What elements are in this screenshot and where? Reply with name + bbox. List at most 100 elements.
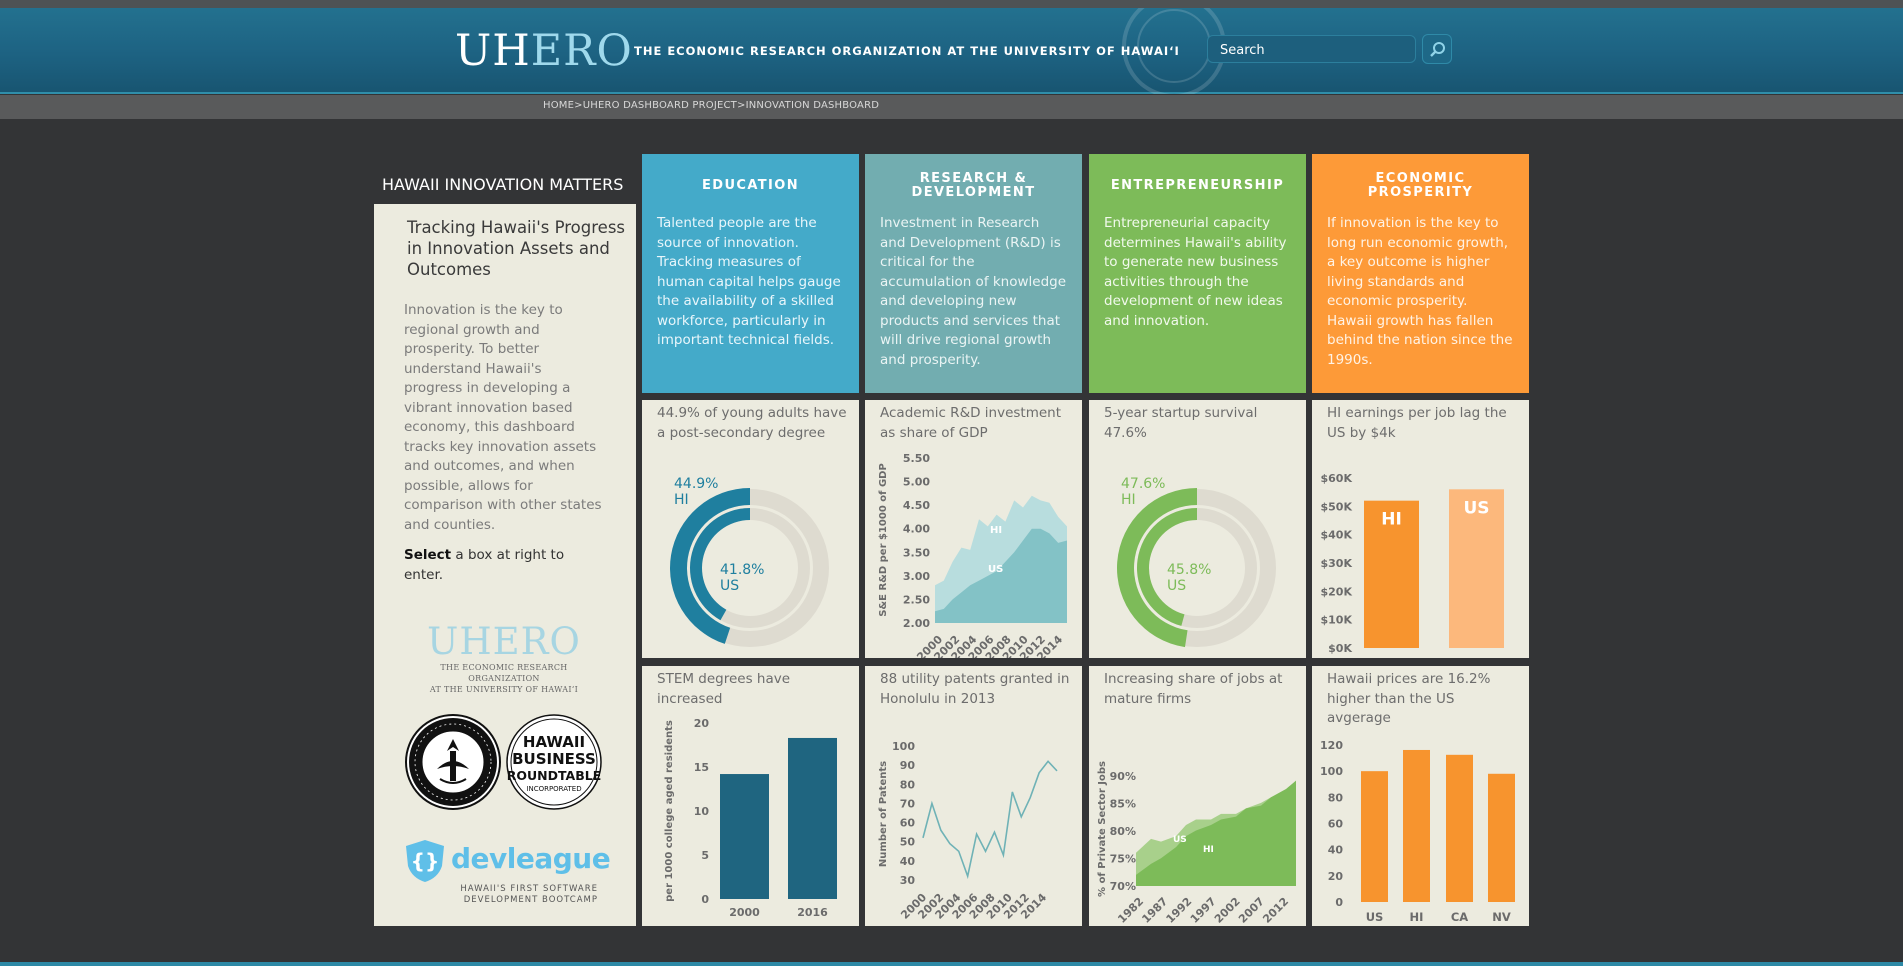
category-description: Talented people are the source of innova… [657,215,841,348]
category-research-development[interactable]: RESEARCH & DEVELOPMENT Investment in Rese… [865,154,1082,393]
x-tick-label: 2002 [1212,895,1243,926]
category-title-line2: PROSPERITY [1367,185,1474,200]
tile-patents[interactable]: 30 40 50 60 70 80 90 100 2000 2002 2004 2006 2008 201… [865,666,1082,926]
bar-us [1449,489,1504,648]
us-value-label: 41.8% [720,562,764,578]
patents-line-chart: 3040506070809010020002002200420062008201… [878,740,1058,922]
top-edge [0,0,1903,8]
startup-donut-chart: 47.6%HI 45.8%US [1117,476,1276,648]
y-tick-label: $20K [1321,585,1353,598]
search-input[interactable]: Search [1207,35,1416,63]
svg-text:HAWAII: HAWAII [523,733,585,751]
category-title: RESEARCH & [919,171,1028,186]
svg-text:INCORPORATED: INCORPORATED [526,785,581,793]
y-tick-label: $30K [1321,557,1353,570]
site-header: UHERO THE ECONOMIC RESEARCH ORGANIZATION… [0,8,1903,94]
x-tick-label: 1987 [1139,895,1170,926]
breadcrumb-home[interactable]: HOME [543,100,575,111]
y-tick-label: 60 [900,817,916,830]
y-tick-label: 5 [701,849,709,862]
tile-startup-survival[interactable]: 47.6% HI 45.8% US 5-year startup survival 4… [1089,400,1306,658]
breadcrumb-separator: > [574,100,583,111]
category-title-line2: DEVELOPMENT [911,185,1036,200]
y-tick-label: 80% [1110,825,1136,838]
category-description: Entrepreneurial capacity determines Hawa… [1104,215,1287,329]
patents-line [922,760,1058,880]
inner-arc-us [690,508,750,621]
tile-title: STEM degrees have increased [657,671,791,707]
y-tick-label: 40 [900,855,916,868]
section-title: HAWAII INNOVATION MATTERS [382,175,624,194]
bar-nv [1488,773,1515,902]
search-button[interactable] [1422,34,1452,64]
intro-heading: Tracking Hawaii's Progress in Innovation… [407,218,626,279]
y-tick-label: 4.00 [903,523,930,536]
y-tick-label: 100 [1320,765,1343,778]
tile-title: Increasing share of jobs at mature firms [1104,671,1283,707]
tile-prices[interactable]: 0 20 40 60 80 100 120 US HI CA NV Hawaii prices ar… [1312,666,1529,926]
y-tick-label: 70 [900,797,916,810]
category-description: If innovation is the key to long run eco… [1327,215,1513,368]
breadcrumb-bar: HOME>UHERO DASHBOARD PROJECT>INNOVATION … [0,95,1903,119]
bar-label: HI [1381,510,1402,530]
x-tick-label: 2012 [1260,895,1291,926]
series-label-us: US [1173,835,1187,845]
inner-arc-us [1137,508,1197,626]
tile-degree-attainment[interactable]: 44.9% HI 41.8% US 44.9% of young adults hav… [642,400,859,658]
bar-ca [1446,754,1473,902]
hawaii-business-roundtable-logo[interactable]: HAWAII BUSINESS ROUNDTABLE INCORPORATED [505,713,603,811]
y-tick-label: $40K [1321,529,1353,542]
y-tick-label: 60 [1328,818,1344,831]
y-tick-label: $0K [1328,642,1352,655]
y-tick-label: $10K [1321,614,1353,627]
y-tick-label: 90% [1110,770,1136,783]
category-economic-prosperity[interactable]: ECONOMIC PROSPERITY If innovation is the … [1312,154,1529,393]
uhero-logo[interactable]: UHERO [455,26,633,76]
intro-text: Innovation is the key to regional growth… [404,302,602,533]
tile-title: 44.9% of young adults have a post-second… [657,405,847,441]
category-education[interactable]: EDUCATION Talented people are the source… [642,154,859,393]
y-tick-label: 40 [1328,844,1344,857]
y-axis-label: % of Private Sector Jobs [1097,761,1108,897]
x-tick-label: US [1366,910,1384,924]
tile-earnings[interactable]: $0K $10K $20K $30K $40K $50K $60K HI US HI earni… [1312,400,1529,658]
university-of-hawaii-seal-icon[interactable] [404,713,502,811]
category-entrepreneurship[interactable]: ENTREPRENEURSHIP Entrepreneurial capacit… [1089,154,1306,393]
y-tick-label: 20 [1328,870,1344,883]
breadcrumb-project[interactable]: UHERO DASHBOARD PROJECT [582,100,737,111]
x-tick-label: 2016 [797,906,828,919]
x-tick-label: HI [1410,910,1424,924]
x-tick-label: 2007 [1236,895,1267,926]
bar-label: US [1463,498,1489,518]
tile-rd-investment[interactable]: HI US 2.00 2.50 3.00 3.50 4.00 4.50 5.00 5.50 2000… [865,400,1082,658]
y-tick-label: 20 [694,717,710,730]
breadcrumb: HOME>UHERO DASHBOARD PROJECT>INNOVATION … [543,100,879,111]
bar-2016 [788,737,837,899]
y-tick-label: 80 [1328,791,1344,804]
y-tick-label: 10 [694,805,710,818]
us-series-label: US [720,578,739,594]
y-tick-label: 75% [1110,853,1136,866]
category-title: ECONOMIC [1375,171,1466,186]
y-tick-label: 100 [892,740,915,753]
degree-donut-chart: 44.9%HI 41.8%US [670,476,829,647]
devleague-logo[interactable]: {} devleague HAWAII'S FIRST SOFTWARE DEVE… [404,838,611,908]
earnings-bar-chart: $0K $10K $20K $30K $40K $50K $60K HI US [1321,472,1504,655]
y-tick-label: 5.50 [903,452,930,465]
header-tagline: THE ECONOMIC RESEARCH ORGANIZATION AT TH… [634,44,1180,58]
us-value-label: 45.8% [1167,562,1211,578]
tile-stem-degrees[interactable]: 0 5 10 15 20 2000 2016 per 1000 college aged re… [642,666,859,926]
svg-text:ROUNDTABLE: ROUNDTABLE [507,768,602,783]
uhero-footer-logo[interactable]: UHERO THE ECONOMIC RESEARCH ORGANIZATION… [427,620,581,695]
intro-panel: Tracking Hawaii's Progress in Innovation… [374,204,636,926]
outer-arc-hi [670,488,750,644]
bar-us [1361,771,1388,902]
x-tick-label: 1997 [1188,895,1219,926]
svg-text:BUSINESS: BUSINESS [512,750,596,768]
tile-mature-firms[interactable]: US HI 70% 75% 80% 85% 90% 1982 1987 1992 1997 2002 2… [1089,666,1306,926]
y-tick-label: 15 [694,761,709,774]
y-tick-label: 0 [701,893,709,906]
series-label-hi: HI [990,525,1002,536]
y-tick-label: 3.50 [903,546,930,559]
hi-series-label: HI [1121,492,1136,508]
